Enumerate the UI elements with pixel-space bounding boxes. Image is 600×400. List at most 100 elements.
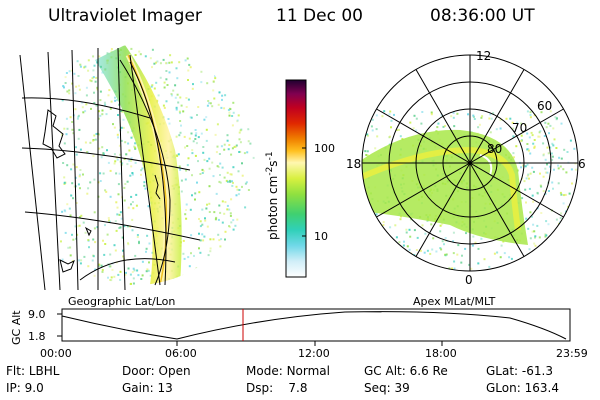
speckle-dot xyxy=(178,165,181,168)
speckle-dot xyxy=(68,207,71,210)
speckle-dot xyxy=(65,72,68,74)
speckle-dot xyxy=(231,124,234,127)
speckle-dot xyxy=(533,230,536,233)
speckle-dot xyxy=(107,161,110,164)
speckle-dot xyxy=(214,77,217,80)
speckle-dot xyxy=(464,247,467,250)
speckle-dot xyxy=(460,261,463,264)
speckle-dot xyxy=(231,147,234,150)
speckle-dot xyxy=(162,104,165,107)
speckle-dot xyxy=(374,147,377,150)
speckle-dot xyxy=(512,127,515,130)
speckle-dot xyxy=(206,104,209,107)
speckle-dot xyxy=(229,181,232,183)
speckle-dot xyxy=(98,263,101,266)
speckle-dot xyxy=(109,279,111,281)
speckle-dot xyxy=(162,58,165,61)
speckle-dot xyxy=(129,273,132,276)
speckle-dot xyxy=(192,140,195,143)
speckle-dot xyxy=(177,101,180,104)
speckle-dot xyxy=(121,162,124,165)
speckle-dot xyxy=(488,265,491,268)
speckle-dot xyxy=(113,275,116,278)
speckle-dot xyxy=(194,154,197,157)
speckle-dot xyxy=(86,151,89,154)
speckle-dot xyxy=(97,110,100,113)
speckle-dot xyxy=(90,107,92,110)
speckle-dot xyxy=(212,89,215,92)
speckle-dot xyxy=(439,224,442,227)
speckle-dot xyxy=(129,174,132,177)
speckle-dot xyxy=(551,155,554,158)
speckle-dot xyxy=(237,170,240,173)
speckle-dot xyxy=(77,75,80,77)
speckle-dot xyxy=(165,78,168,81)
speckle-dot xyxy=(205,207,208,210)
speckle-dot xyxy=(130,157,133,160)
aurora-band-left xyxy=(95,45,182,285)
speckle-dot xyxy=(91,259,94,262)
speckle-dot xyxy=(208,102,211,105)
speckle-dot xyxy=(149,274,152,277)
speckle-dot xyxy=(390,119,393,122)
speckle-dot xyxy=(75,166,78,169)
speckle-dot xyxy=(229,173,232,176)
speckle-dot xyxy=(520,122,522,125)
speckle-dot xyxy=(509,117,512,120)
speckle-dot xyxy=(546,171,549,174)
speckle-dot xyxy=(89,141,92,144)
speckle-dot xyxy=(221,94,224,97)
speckle-dot xyxy=(477,247,480,250)
speckle-dot xyxy=(489,131,492,134)
speckle-dot xyxy=(448,267,451,270)
speckle-dot xyxy=(544,192,547,195)
speckle-dot xyxy=(415,117,418,120)
speckle-dot xyxy=(130,195,133,198)
speckle-dot xyxy=(443,243,445,246)
speckle-dot xyxy=(199,225,202,228)
altitude-tick-9: 9.0 xyxy=(28,308,46,321)
speckle-dot xyxy=(127,242,129,244)
speckle-dot xyxy=(155,81,158,84)
speckle-dot xyxy=(79,63,82,66)
speckle-dot xyxy=(66,90,69,93)
speckle-dot xyxy=(163,106,166,109)
speckle-dot xyxy=(116,99,118,102)
speckle-dot xyxy=(192,83,194,86)
speckle-dot xyxy=(131,271,134,273)
speckle-dot xyxy=(82,173,84,176)
speckle-dot xyxy=(478,123,481,126)
speckle-dot xyxy=(104,103,107,106)
speckle-dot xyxy=(133,269,136,272)
speckle-dot xyxy=(430,223,433,226)
speckle-dot xyxy=(548,190,550,192)
speckle-dot xyxy=(191,149,194,152)
speckle-dot xyxy=(559,191,562,194)
speckle-dot xyxy=(234,145,237,148)
speckle-dot xyxy=(131,172,134,174)
speckle-dot xyxy=(508,256,511,259)
speckle-dot xyxy=(247,189,250,191)
speckle-dot xyxy=(62,85,65,88)
speckle-dot xyxy=(223,148,226,151)
speckle-dot xyxy=(127,206,130,209)
speckle-dot xyxy=(168,61,171,64)
speckle-dot xyxy=(125,271,127,274)
speckle-dot xyxy=(77,84,80,87)
speckle-dot xyxy=(175,135,178,138)
speckle-dot xyxy=(196,181,198,184)
speckle-dot xyxy=(413,114,416,117)
speckle-dot xyxy=(444,237,447,239)
seq-info: Seq: 39 xyxy=(364,381,410,395)
speckle-dot xyxy=(178,134,181,137)
speckle-dot xyxy=(71,82,74,85)
speckle-dot xyxy=(178,110,181,113)
dsp-info: Dsp: 7.8 xyxy=(246,381,308,395)
speckle-dot xyxy=(93,102,96,104)
speckle-dot xyxy=(70,168,73,171)
speckle-dot xyxy=(63,176,66,179)
speckle-dot xyxy=(526,132,529,135)
speckle-dot xyxy=(187,157,190,160)
speckle-dot xyxy=(199,239,202,242)
speckle-dot xyxy=(79,262,82,265)
